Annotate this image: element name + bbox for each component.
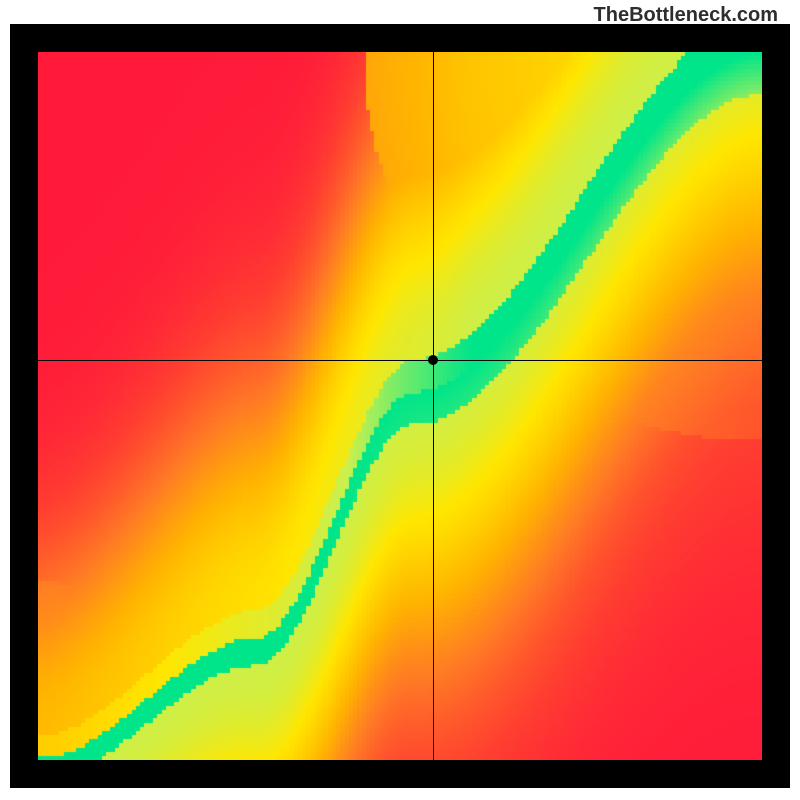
plot-area xyxy=(38,52,762,760)
crosshair-horizontal xyxy=(38,360,762,361)
heatmap-canvas xyxy=(38,52,762,760)
crosshair-vertical xyxy=(433,52,434,760)
chart-container: TheBottleneck.com xyxy=(0,0,800,800)
watermark-text: TheBottleneck.com xyxy=(594,4,778,27)
crosshair-marker xyxy=(428,355,438,365)
